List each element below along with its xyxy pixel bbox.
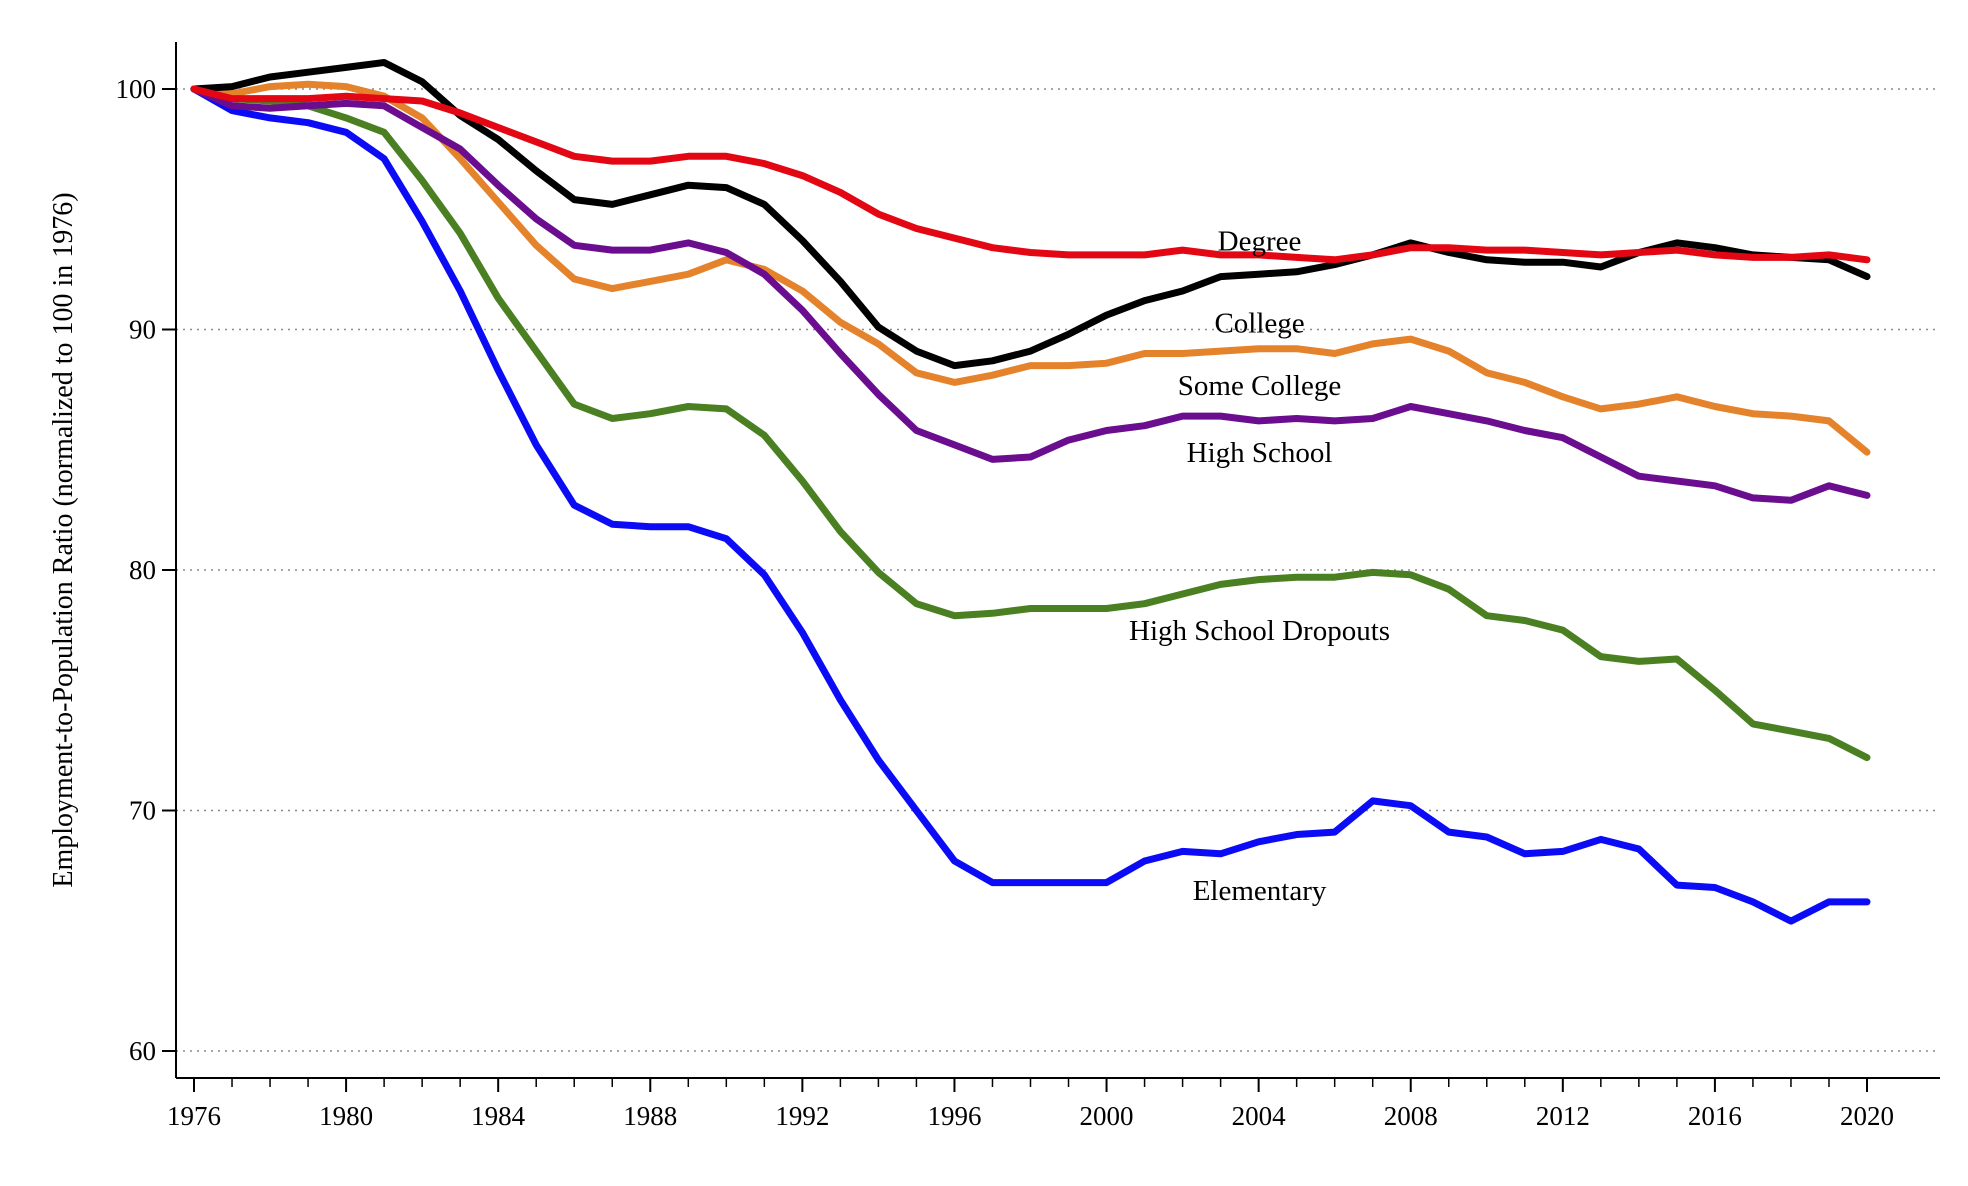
x-tick-label-2012: 2012	[1536, 1101, 1590, 1131]
series-label-high-school: High School	[1187, 437, 1333, 469]
x-tick-label-2020: 2020	[1840, 1101, 1894, 1131]
y-tick-label-80: 80	[129, 555, 156, 585]
y-tick-label-70: 70	[129, 796, 156, 826]
x-tick-label-1988: 1988	[623, 1101, 677, 1131]
y-axis-title: Employment-to-Population Ratio (normaliz…	[48, 192, 79, 887]
series-line-some-college	[190, 80, 1871, 456]
series-label-college: College	[1214, 307, 1304, 339]
y-tick-label-90: 90	[129, 315, 156, 345]
series-line-high-school-dropouts	[190, 85, 1871, 762]
series-line-high-school	[190, 85, 1871, 504]
y-tick-label-60: 60	[129, 1036, 156, 1066]
x-tick-label-2016: 2016	[1688, 1101, 1742, 1131]
series-label-some-college: Some College	[1178, 370, 1342, 402]
series-lines	[190, 59, 1871, 925]
x-tick-label-1996: 1996	[927, 1101, 981, 1131]
y-tick-label-100: 100	[116, 74, 157, 104]
axes: 60 70 80 90 100 1976 1980 1984 1988 1992 1996 2000 2…	[116, 42, 1940, 1131]
x-tick-label-2000: 2000	[1080, 1101, 1134, 1131]
x-tick-label-1980: 1980	[319, 1101, 373, 1131]
series-line-college	[190, 59, 1871, 370]
series-labels: High School Dropouts Elementary Some Colle…	[1129, 226, 1390, 907]
x-tick-label-1992: 1992	[775, 1101, 829, 1131]
series-label-elementary: Elementary	[1193, 875, 1327, 907]
x-tick-label-1984: 1984	[471, 1101, 526, 1131]
series-line-degree	[190, 85, 1871, 264]
x-tick-label-1976: 1976	[167, 1101, 221, 1131]
x-tick-label-2008: 2008	[1384, 1101, 1438, 1131]
series-label-high-school-dropouts: High School Dropouts	[1129, 615, 1390, 647]
x-tick-label-2004: 2004	[1232, 1101, 1287, 1131]
series-line-elementary	[190, 85, 1871, 925]
series-label-degree: Degree	[1218, 226, 1302, 258]
gridlines	[176, 88, 1940, 1052]
